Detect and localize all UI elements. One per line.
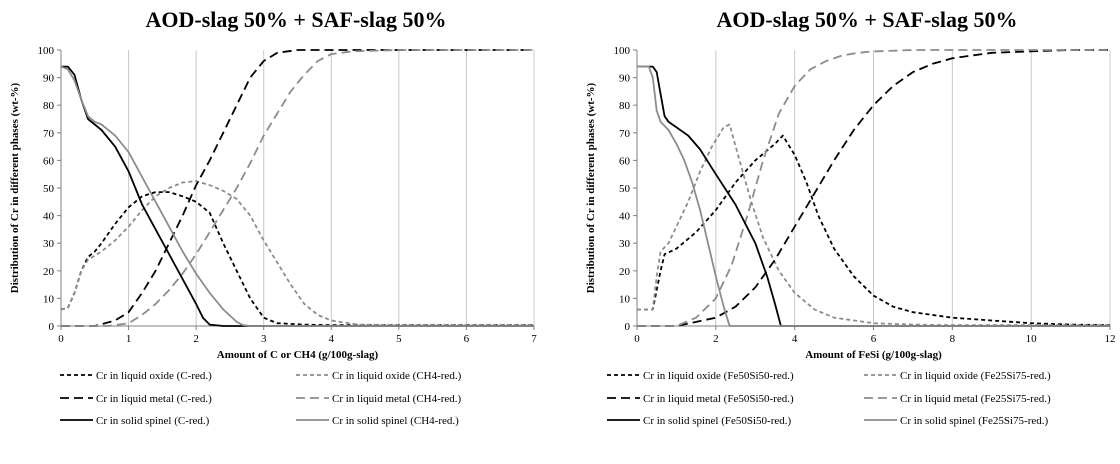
legend-label: Cr in solid spinel (Fe50Si50-red.): [643, 415, 792, 427]
x-tick-label: 4: [792, 333, 798, 345]
chart-title: AOD-slag 50% + SAF-slag 50%: [717, 7, 1018, 32]
legend-label: Cr in solid spinel (Fe25Si75-red.): [900, 415, 1049, 427]
x-tick-label: 4: [329, 333, 335, 345]
x-tick-label: 6: [871, 333, 877, 345]
legend-label: Cr in liquid oxide (Fe50Si50-red.): [643, 370, 794, 382]
y-tick-label: 50: [619, 183, 631, 195]
series-line-6: [637, 65, 1110, 327]
series-line-4: [637, 49, 1110, 327]
legend-label: Cr in liquid metal (Fe25Si75-red.): [900, 393, 1051, 405]
y-tick-label: 70: [43, 128, 55, 140]
legend-label: Cr in liquid oxide (C-red.): [96, 370, 212, 382]
y-tick-label: 20: [619, 266, 631, 278]
x-tick-label: 7: [531, 333, 537, 345]
series-line-4: [61, 49, 534, 327]
chart-panel-1: AOD-slag 50% + SAF-slag 50%0102030405060…: [9, 7, 537, 427]
series-line-3: [61, 49, 534, 327]
y-tick-label: 0: [49, 321, 55, 333]
legend-label: Cr in solid spinel (C-red.): [96, 415, 210, 427]
series-line-5: [61, 65, 534, 327]
y-axis-label: Distribution of Cr in different phases (…: [9, 82, 21, 293]
y-tick-label: 60: [619, 155, 631, 167]
x-tick-label: 8: [950, 333, 956, 345]
x-tick-label: 12: [1105, 333, 1116, 345]
x-tick-label: 10: [1026, 333, 1038, 345]
series-line-2: [60, 180, 534, 327]
y-tick-label: 30: [43, 238, 55, 250]
y-tick-label: 100: [38, 45, 55, 57]
x-tick-label: 0: [58, 333, 64, 345]
y-tick-label: 20: [43, 266, 55, 278]
legend-label: Cr in liquid metal (CH4-red.): [332, 393, 462, 405]
x-tick-label: 5: [396, 333, 402, 345]
y-tick-label: 50: [43, 183, 55, 195]
x-tick-label: 6: [464, 333, 470, 345]
y-tick-label: 100: [614, 45, 631, 57]
y-tick-label: 90: [43, 73, 55, 85]
x-tick-label: 0: [634, 333, 640, 345]
y-tick-label: 60: [43, 155, 55, 167]
y-tick-label: 0: [625, 321, 631, 333]
series-line-6: [60, 65, 534, 327]
series-line-2: [637, 123, 1110, 327]
legend-label: Cr in solid spinel (CH4-red.): [332, 415, 459, 427]
legend-label: Cr in liquid metal (Fe50Si50-red.): [643, 393, 794, 405]
y-tick-label: 70: [619, 128, 631, 140]
chart-title: AOD-slag 50% + SAF-slag 50%: [146, 7, 447, 32]
x-tick-label: 1: [126, 333, 132, 345]
series-line-3: [637, 49, 1110, 327]
y-tick-label: 10: [43, 293, 55, 305]
legend-label: Cr in liquid metal (C-red.): [96, 393, 212, 405]
legend-label: Cr in liquid oxide (Fe25Si75-red.): [900, 370, 1051, 382]
series-line-1: [60, 191, 534, 327]
y-tick-label: 90: [619, 73, 631, 85]
y-tick-label: 30: [619, 238, 631, 250]
x-axis-label: Amount of FeSi (g/100g-slag): [805, 349, 942, 361]
y-tick-label: 80: [619, 100, 631, 112]
series-line-5: [637, 65, 1110, 327]
x-tick-label: 2: [193, 333, 199, 345]
y-axis-label: Distribution of Cr in different phases (…: [585, 82, 597, 293]
chart-panel-2: AOD-slag 50% + SAF-slag 50%0102030405060…: [585, 7, 1116, 427]
x-tick-label: 2: [713, 333, 719, 345]
x-axis-label: Amount of C or CH4 (g/100g-slag): [217, 349, 379, 361]
y-tick-label: 80: [43, 100, 55, 112]
legend-label: Cr in liquid oxide (CH4-red.): [332, 370, 462, 382]
y-tick-label: 40: [619, 211, 631, 223]
y-tick-label: 10: [619, 293, 631, 305]
x-tick-label: 3: [261, 333, 267, 345]
y-tick-label: 40: [43, 211, 55, 223]
